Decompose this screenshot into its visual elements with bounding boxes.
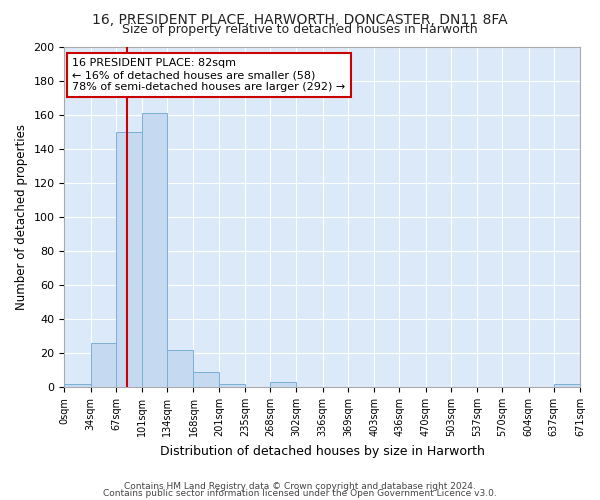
X-axis label: Distribution of detached houses by size in Harworth: Distribution of detached houses by size …	[160, 444, 485, 458]
Text: Contains HM Land Registry data © Crown copyright and database right 2024.: Contains HM Land Registry data © Crown c…	[124, 482, 476, 491]
Bar	[167, 350, 193, 387]
Text: 16 PRESIDENT PLACE: 82sqm
← 16% of detached houses are smaller (58)
78% of semi-: 16 PRESIDENT PLACE: 82sqm ← 16% of detac…	[72, 58, 346, 92]
Bar	[116, 132, 142, 387]
Text: Contains public sector information licensed under the Open Government Licence v3: Contains public sector information licen…	[103, 489, 497, 498]
Bar	[271, 382, 296, 387]
Y-axis label: Number of detached properties: Number of detached properties	[15, 124, 28, 310]
Text: 16, PRESIDENT PLACE, HARWORTH, DONCASTER, DN11 8FA: 16, PRESIDENT PLACE, HARWORTH, DONCASTER…	[92, 12, 508, 26]
Bar	[193, 372, 219, 387]
Text: Size of property relative to detached houses in Harworth: Size of property relative to detached ho…	[122, 22, 478, 36]
Bar	[91, 343, 116, 387]
Bar	[554, 384, 580, 387]
Bar	[142, 113, 167, 387]
Bar	[219, 384, 245, 387]
Bar	[64, 384, 91, 387]
